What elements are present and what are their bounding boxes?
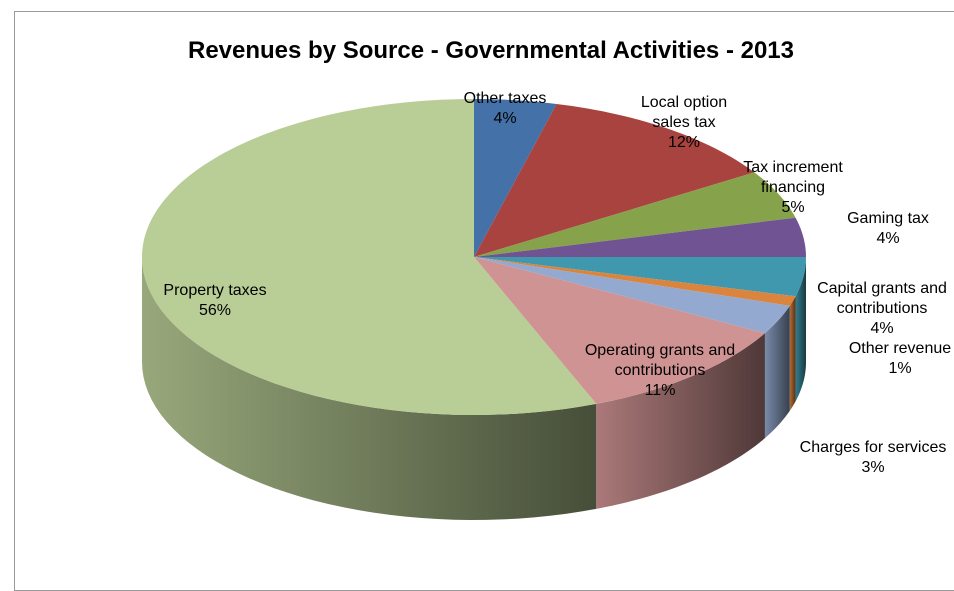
slice-labels: Other taxes 4% Local option sales tax 12% Tax… xyxy=(163,90,951,476)
pie-slice-charges-for-services[interactable] xyxy=(474,257,790,334)
pie-slice-tax-increment-financing[interactable] xyxy=(474,172,796,257)
pie-slices xyxy=(142,99,806,415)
pie-slice-other-taxes[interactable] xyxy=(474,99,557,257)
pie-side-charges-for-services xyxy=(764,305,790,439)
pie-side-property-taxes xyxy=(142,257,597,520)
pie-side-other-revenue xyxy=(789,296,796,411)
slice-label-tax-increment-financing: Tax increment financing 5% xyxy=(743,159,843,216)
pie-sides xyxy=(142,257,806,520)
pie-slice-gaming-tax[interactable] xyxy=(474,217,806,257)
slice-label-other-taxes: Other taxes 4% xyxy=(464,90,547,127)
pie-side-operating-grants-and-contributions xyxy=(596,333,765,509)
chart-title: Revenues by Source - Governmental Activi… xyxy=(188,37,794,64)
slice-label-gaming-tax: Gaming tax 4% xyxy=(847,210,929,247)
slice-label-other-revenue: Other revenue 1% xyxy=(849,340,951,377)
pie-slice-property-taxes[interactable] xyxy=(142,99,597,415)
pie-slice-operating-grants-and-contributions[interactable] xyxy=(474,257,765,404)
slice-label-operating-grants-and-contributions: Operating grants and contributions 11% xyxy=(585,342,735,399)
slice-label-charges-for-services: Charges for services 3% xyxy=(800,439,947,476)
pie-slice-local-option-sales-tax[interactable] xyxy=(474,103,755,258)
slice-label-property-taxes: Property taxes 56% xyxy=(163,282,266,319)
slice-label-local-option-sales-tax: Local option sales tax 12% xyxy=(641,94,727,151)
pie-slice-other-revenue[interactable] xyxy=(474,257,796,306)
pie-side-capital-grants-and-contributions xyxy=(795,257,806,402)
slice-label-capital-grants-and-contributions: Capital grants and contributions 4% xyxy=(817,280,947,337)
pie-slice-capital-grants-and-contributions[interactable] xyxy=(474,257,806,297)
